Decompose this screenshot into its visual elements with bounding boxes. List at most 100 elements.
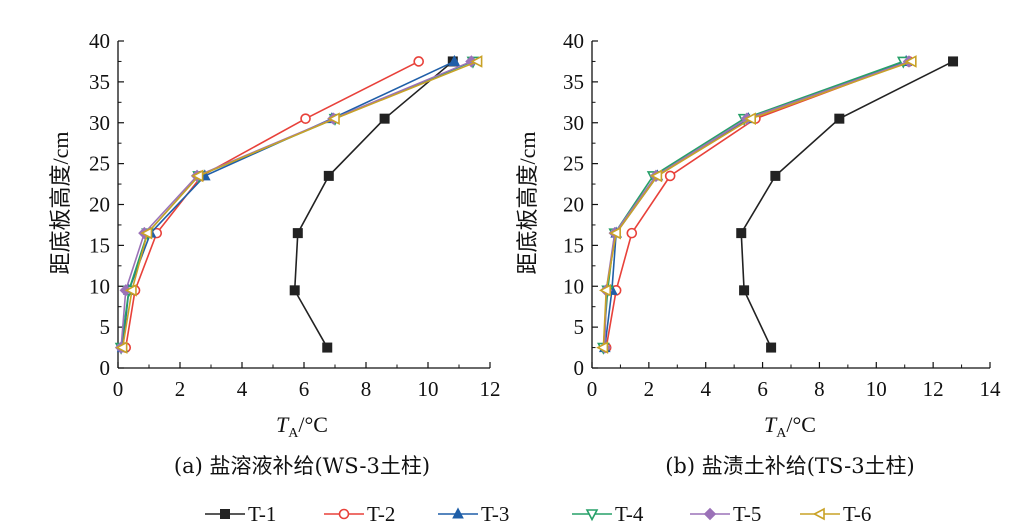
panel-b-series-t-1 (736, 56, 959, 353)
panel-a-ylabel: 距底板高度/cm (48, 132, 73, 275)
panel-a-x-tick-label: 12 (480, 377, 501, 401)
panel-a-point-t-6 (191, 169, 204, 183)
legend-label: T-6 (843, 502, 871, 526)
panel-b-x-tick-label: 10 (866, 377, 887, 401)
panel-a-y-tick-label: 15 (89, 233, 110, 257)
panel-b-point-t-1 (736, 228, 747, 239)
panel-a-line-t-6 (121, 60, 478, 348)
legend-marker (220, 509, 230, 519)
legend-item-t-3: T-3 (438, 502, 509, 526)
panel-b-point-t-6 (650, 169, 663, 183)
panel-a-line-t-5 (120, 60, 472, 348)
panel-a-x-tick-label: 8 (361, 377, 372, 401)
panel-a-caption: (a) 盐溶液补给(WS-3土柱) (174, 454, 430, 478)
legend-marker (812, 507, 825, 521)
panel-b-x-tick-label: 12 (923, 377, 944, 401)
legend-label: T-1 (248, 502, 276, 526)
panel-a-series-t-5 (114, 55, 478, 354)
legend-marker (703, 507, 717, 521)
panel-b-y-tick-label: 0 (574, 356, 585, 380)
legend-item-t-1: T-1 (205, 502, 276, 526)
panel-a-y-tick-label: 35 (89, 70, 110, 94)
panel-a-y-tick-label: 20 (89, 193, 110, 217)
panel-b-ylabel: 距底板高度/cm (515, 132, 540, 275)
panel-b-point-t-2 (626, 227, 638, 239)
panel-a-y-tick-label: 30 (89, 111, 110, 135)
legend-marker (452, 507, 464, 519)
legend-label: T-2 (367, 502, 395, 526)
panel-a-x-tick-label: 10 (418, 377, 439, 401)
panel-a-point-t-1 (289, 285, 300, 296)
panel-b-point-t-1 (739, 285, 750, 296)
panel-b-x-tick-label: 0 (587, 377, 598, 401)
legend: T-1 T-2 T-3 T-4 T-5 T-6 (205, 502, 871, 526)
panel-a-y-tick-label: 40 (89, 29, 110, 53)
panel-b-xlabel-unit: /°C (786, 412, 816, 437)
legend-item-t-2: T-2 (324, 502, 395, 526)
panel-a-point-t-2 (300, 113, 311, 124)
panel-b-y-tick-label: 10 (563, 274, 584, 298)
panel-a-point-t-1 (292, 228, 303, 239)
panel-b-series-t-5 (598, 55, 916, 354)
panel-a-point-t-1 (323, 170, 334, 181)
panel-b-y-tick-label: 25 (563, 152, 584, 176)
panel-b-point-t-1 (834, 113, 845, 124)
panel-a-point-t-6 (115, 341, 128, 354)
panel-a-x-tick-label: 4 (237, 377, 248, 401)
legend-marker (585, 509, 599, 522)
panel-a-point-t-1 (379, 113, 390, 124)
panel-b-point-t-6 (596, 341, 609, 354)
legend-label: T-3 (481, 502, 509, 526)
panel-b-point-t-2 (664, 170, 676, 182)
panel-b-line-t-6 (602, 60, 913, 348)
panel-b-y-tick-label: 35 (563, 70, 584, 94)
panel-b-xlabel: TA/°C (764, 412, 816, 441)
panel-a-xlabel-main: T (276, 412, 290, 437)
panel-a-series-t-6 (115, 55, 483, 354)
panel-b-point-t-6 (608, 226, 621, 240)
panel-b-line-t-2 (605, 60, 910, 348)
panel-b-y-tick-label: 20 (563, 193, 584, 217)
panel-a-point-t-6 (124, 284, 137, 297)
panel-b-caption: (b) 盐渍土补给(TS-3土柱) (665, 454, 915, 478)
panel-a-series-t-3 (116, 54, 461, 353)
panel-a-x-tick-label: 6 (299, 377, 310, 401)
panel-b-x-tick-label: 2 (644, 377, 655, 401)
panel-a-point-t-6 (140, 226, 153, 240)
panel-b-line-t-4 (602, 60, 904, 348)
panel-b-y-tick-label: 15 (563, 233, 584, 257)
legend-item-t-4: T-4 (572, 502, 644, 526)
panel-a-y-tick-label: 5 (100, 315, 111, 339)
panel-b-point-t-1 (766, 342, 777, 353)
panel-a-point-t-6 (327, 112, 340, 125)
panel-b-x-tick-label: 4 (700, 377, 711, 401)
panel-b-point-t-6 (598, 284, 612, 297)
panel-a-xlabel-sub: A (288, 426, 299, 441)
panel-b-point-t-1 (948, 56, 959, 67)
panel-a-y-tick-label: 10 (89, 274, 110, 298)
legend-item-t-5: T-5 (690, 502, 761, 526)
legend-item-t-6: T-6 (800, 502, 871, 526)
panel-a-line-t-1 (293, 60, 454, 348)
panel-a-line-t-2 (124, 60, 420, 348)
panel-a-y-tick-label: 25 (89, 152, 110, 176)
panel-a-point-t-6 (470, 55, 483, 68)
panel-a-x-tick-label: 0 (113, 377, 124, 401)
panel-b-point-t-6 (743, 112, 757, 125)
panel-b-x-tick-label: 14 (980, 377, 1002, 401)
legend-label: T-4 (615, 502, 644, 526)
panel-a-xlabel: TA/°C (276, 412, 328, 441)
panel-a-point-t-3 (448, 54, 461, 66)
legend-marker (338, 508, 350, 520)
panel-b-x-tick-label: 8 (814, 377, 825, 401)
panel-a-point-t-2 (413, 56, 425, 67)
legend-label: T-5 (733, 502, 761, 526)
panel-b-xlabel-sub: A (776, 426, 787, 441)
panel-b-line-t-1 (740, 60, 954, 348)
panel-a-xlabel-unit: /°C (298, 412, 328, 437)
panel-b-y-tick-label: 30 (563, 111, 584, 135)
panel-b-y-tick-label: 40 (563, 29, 584, 53)
panel-b-point-t-1 (770, 170, 781, 181)
panel-b-xlabel-main: T (764, 412, 778, 437)
